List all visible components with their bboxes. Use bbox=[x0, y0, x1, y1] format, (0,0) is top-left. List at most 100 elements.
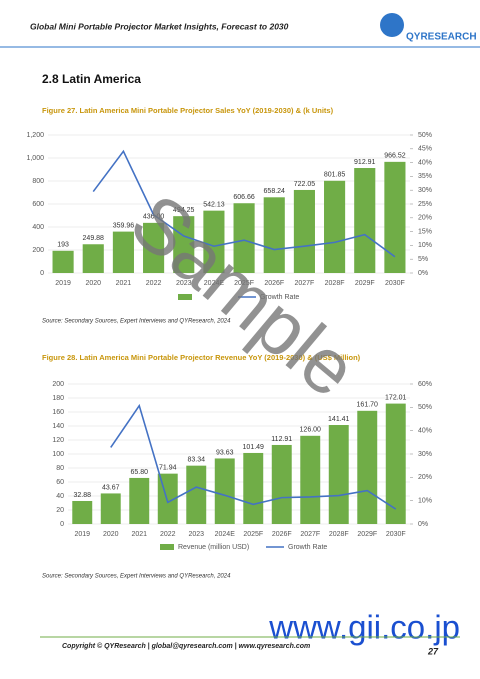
y2-tick-label: 30% bbox=[418, 187, 432, 194]
data-label: 83.34 bbox=[187, 457, 205, 464]
x-tick-label: 2020 bbox=[103, 531, 119, 538]
data-label: 141.41 bbox=[328, 416, 350, 423]
bar bbox=[186, 465, 207, 524]
line bbox=[110, 403, 397, 510]
data-label: 658.24 bbox=[264, 188, 286, 195]
y2-tick-label: 20% bbox=[418, 215, 432, 222]
x-tick-label: 2020 bbox=[85, 280, 101, 287]
data-label: 71.94 bbox=[159, 464, 177, 471]
y2-tick-label: 15% bbox=[418, 228, 432, 235]
legend-swatch bbox=[178, 294, 192, 300]
data-label: 606.66 bbox=[233, 194, 255, 201]
logo: QYRESEARCH bbox=[406, 32, 477, 43]
y-tick-label: 1,200 bbox=[26, 132, 44, 139]
data-label: 126.00 bbox=[300, 427, 322, 434]
y2-tick-label: 40% bbox=[418, 428, 432, 435]
x-tick-label: 2030F bbox=[386, 531, 406, 538]
figure-caption: Figure 27. Latin America Mini Portable P… bbox=[42, 106, 334, 115]
bar bbox=[52, 250, 74, 273]
data-label: 112.91 bbox=[271, 436, 292, 443]
x-tick-label: 2024E bbox=[215, 531, 236, 538]
data-label: 359.96 bbox=[113, 222, 135, 229]
x-tick-label: 2023 bbox=[176, 280, 192, 287]
y-tick-label: 800 bbox=[32, 178, 44, 185]
data-label: 249.88 bbox=[83, 235, 105, 242]
y2-tick-label: 50% bbox=[418, 404, 432, 411]
y2-tick-label: 0% bbox=[418, 521, 428, 528]
bar bbox=[112, 231, 134, 273]
bar bbox=[300, 435, 321, 524]
data-label: 436.00 bbox=[143, 214, 165, 221]
data-label: 93.63 bbox=[216, 449, 234, 456]
bar bbox=[143, 222, 165, 273]
bar bbox=[328, 425, 349, 524]
bar bbox=[293, 189, 315, 273]
y-tick-label: 0 bbox=[60, 521, 64, 528]
x-tick-label: 2019 bbox=[74, 531, 90, 538]
bar bbox=[354, 168, 376, 273]
legend-label: Growth Rate bbox=[288, 544, 327, 551]
bar bbox=[357, 410, 378, 524]
logo-icon bbox=[380, 13, 404, 37]
line bbox=[92, 149, 396, 258]
footer-copyright: Copyright © QYResearch | global@qyresear… bbox=[62, 642, 310, 650]
data-label: 494.25 bbox=[173, 207, 195, 214]
y-tick-label: 160 bbox=[52, 409, 64, 416]
legend-swatch bbox=[160, 544, 174, 550]
x-tick-label: 2027F bbox=[294, 280, 314, 287]
data-label: 65.80 bbox=[130, 469, 148, 476]
y2-tick-label: 10% bbox=[418, 498, 432, 505]
data-label: 912.91 bbox=[354, 159, 376, 166]
y-tick-label: 180 bbox=[52, 395, 64, 402]
x-tick-label: 2026F bbox=[264, 280, 284, 287]
y-tick-label: 120 bbox=[52, 437, 64, 444]
x-tick-label: 2025F bbox=[243, 531, 263, 538]
data-label: 542.13 bbox=[203, 201, 225, 208]
y-tick-label: 100 bbox=[52, 451, 64, 458]
bar bbox=[129, 477, 150, 524]
data-label: 801.85 bbox=[324, 172, 346, 179]
y2-tick-label: 50% bbox=[418, 132, 432, 139]
x-tick-label: 2021 bbox=[131, 531, 147, 538]
x-tick-label: 2029F bbox=[357, 531, 377, 538]
y-tick-label: 200 bbox=[32, 247, 44, 254]
source-note: Source: Secondary Sources, Expert Interv… bbox=[42, 319, 231, 325]
x-tick-label: 2023 bbox=[188, 531, 204, 538]
x-tick-label: 2029F bbox=[355, 280, 375, 287]
page-number: 27 bbox=[427, 646, 439, 656]
y-tick-label: 400 bbox=[32, 224, 44, 231]
header-title: Global Mini Portable Projector Market In… bbox=[30, 21, 289, 31]
x-tick-label: 2030F bbox=[385, 280, 405, 287]
y-tick-label: 140 bbox=[52, 423, 64, 430]
y2-tick-label: 35% bbox=[418, 173, 432, 180]
x-tick-label: 2026F bbox=[272, 531, 292, 538]
x-tick-label: 2025F bbox=[234, 280, 254, 287]
bar bbox=[72, 500, 93, 524]
y2-tick-label: 40% bbox=[418, 159, 432, 166]
data-label: 722.05 bbox=[294, 181, 316, 188]
data-label: 966.52 bbox=[384, 153, 406, 160]
section-heading: 2.8 Latin America bbox=[42, 72, 141, 86]
y-tick-label: 60 bbox=[56, 479, 64, 486]
bar bbox=[233, 203, 255, 273]
figure-caption: Figure 28. Latin America Mini Portable P… bbox=[42, 353, 361, 362]
y-tick-label: 20 bbox=[56, 507, 64, 514]
y-tick-label: 600 bbox=[32, 201, 44, 208]
data-label: 43.67 bbox=[102, 484, 120, 491]
y-tick-label: 40 bbox=[56, 493, 64, 500]
bar bbox=[385, 403, 406, 524]
y-tick-label: 80 bbox=[56, 465, 64, 472]
x-tick-label: 2028F bbox=[329, 531, 349, 538]
bar bbox=[173, 216, 195, 273]
bar bbox=[324, 180, 346, 273]
data-label: 32.88 bbox=[73, 492, 91, 499]
data-label: 172.01 bbox=[385, 394, 407, 401]
y2-tick-label: 45% bbox=[418, 146, 432, 153]
x-tick-label: 2019 bbox=[55, 280, 71, 287]
bar bbox=[271, 444, 292, 524]
legend-label: Growth Rate bbox=[260, 294, 299, 301]
x-tick-label: 2021 bbox=[116, 280, 132, 287]
x-tick-label: 2027F bbox=[300, 531, 320, 538]
bar bbox=[100, 493, 121, 524]
